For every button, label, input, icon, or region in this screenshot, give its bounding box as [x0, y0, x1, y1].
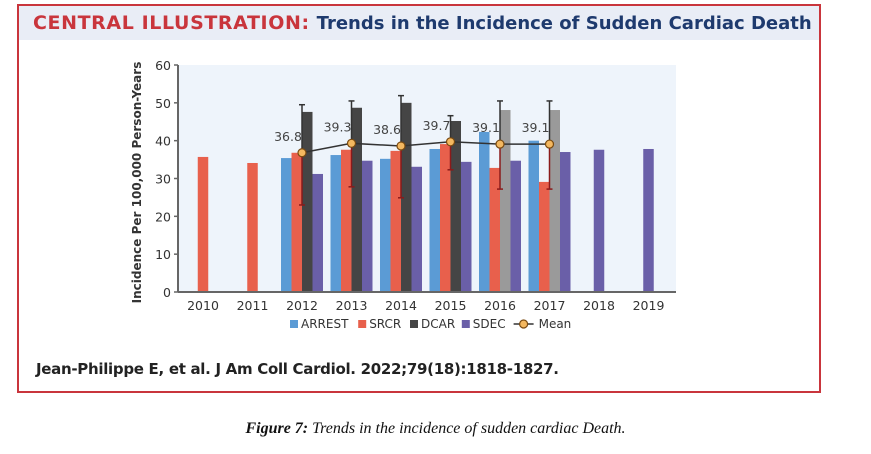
- mean-marker: [544, 139, 555, 149]
- bar-sdec-2015: [461, 161, 472, 292]
- bar-srcr-2017: [539, 181, 550, 292]
- mean-data-label: 39.3: [324, 119, 352, 134]
- bar-dcar-2015: [450, 120, 461, 292]
- bar-sdec-2018: [593, 149, 605, 292]
- bar-dcar-2013: [351, 107, 362, 292]
- bar-arrest-2013: [330, 155, 341, 292]
- x-tick-label: 2016: [484, 298, 516, 313]
- x-tick-label: 2017: [534, 298, 566, 313]
- bar-sdec-2017: [560, 152, 571, 292]
- mean-marker: [396, 141, 406, 151]
- x-tick-label: 2014: [385, 298, 417, 313]
- bar-dcar-2012: [302, 111, 313, 292]
- bar-sdec-2014: [411, 166, 422, 292]
- bar-arrest-2015: [429, 148, 440, 292]
- mean-data-label: 38.6: [373, 122, 401, 137]
- y-tick-label: 60: [155, 58, 171, 73]
- legend-label-srcr: SRCR: [369, 317, 401, 331]
- bar-arrest-2012: [281, 158, 292, 292]
- bar-srcr-2011: [247, 162, 258, 292]
- mean-data-label: 39.1: [472, 120, 500, 135]
- caption-text: Trends in the incidence of sudden cardia…: [312, 420, 626, 437]
- bar-srcr-2010: [197, 156, 209, 292]
- legend-swatch-dcar: [410, 320, 418, 328]
- mean-line: [301, 141, 550, 154]
- figure-caption: Figure 7: Trends in the incidence of sud…: [0, 420, 871, 438]
- y-tick-label: 20: [155, 209, 171, 224]
- header-lead: CENTRAL ILLUSTRATION:: [33, 12, 310, 34]
- legend-swatch-sdec: [461, 320, 470, 328]
- x-tick-label: 2013: [336, 298, 368, 313]
- y-tick-label: 0: [163, 285, 171, 300]
- legend-mean-marker: [518, 319, 529, 329]
- chart-title: Trends in the Incidence of Sudden Cardia…: [316, 12, 812, 34]
- mean-data-label: 39.7: [423, 118, 451, 133]
- bar-srcr-2014: [390, 150, 401, 292]
- mean-data-label: 36.8: [274, 129, 302, 144]
- bar-srcr-2012: [291, 152, 302, 292]
- bar-arrest-2017: [528, 140, 539, 292]
- legend-label-arrest: ARREST: [301, 317, 349, 331]
- y-tick-label: 30: [155, 172, 171, 187]
- bar-srcr-2013: [341, 149, 352, 292]
- mean-data-label: 39.1: [522, 120, 550, 135]
- bar-dcar-2017: [549, 110, 560, 292]
- bar-dcar-2014: [401, 102, 412, 292]
- bar-srcr-2015: [440, 144, 451, 292]
- bar-dcar-2016: [500, 110, 511, 292]
- caption-label: Figure 7:: [245, 420, 309, 437]
- mean-marker: [495, 139, 505, 149]
- bar-sdec-2016: [510, 160, 521, 292]
- y-axis-label: Incidence Per 100,000 Person-Years: [130, 62, 144, 304]
- legend-label-dcar: DCAR: [421, 317, 455, 331]
- x-tick-label: 2018: [583, 298, 615, 313]
- mean-marker: [445, 137, 456, 147]
- x-tick-label: 2019: [633, 298, 665, 313]
- y-tick-label: 10: [155, 247, 171, 262]
- x-tick-label: 2012: [286, 298, 318, 313]
- bar-srcr-2016: [489, 167, 500, 292]
- x-tick-label: 2010: [187, 298, 219, 313]
- bar-sdec-2012: [312, 173, 323, 292]
- x-tick-label: 2011: [237, 298, 269, 313]
- bar-sdec-2013: [362, 160, 373, 292]
- bar-arrest-2014: [380, 158, 391, 292]
- legend-label-sdec: SDEC: [473, 317, 506, 331]
- illustration-header: CENTRAL ILLUSTRATION: Trends in the Inci…: [19, 6, 819, 40]
- mean-marker: [346, 138, 357, 148]
- legend-label-mean: Mean: [539, 317, 572, 331]
- legend-swatch-arrest: [290, 320, 298, 328]
- legend-swatch-srcr: [358, 320, 367, 328]
- plot-background: [178, 65, 676, 292]
- bar-arrest-2016: [479, 131, 490, 292]
- bar-sdec-2019: [643, 148, 654, 292]
- x-tick-label: 2015: [435, 298, 467, 313]
- y-tick-label: 50: [155, 96, 171, 111]
- citation: Jean-Philippe E, et al. J Am Coll Cardio…: [36, 360, 559, 378]
- y-tick-label: 40: [155, 134, 171, 149]
- mean-marker: [297, 148, 307, 158]
